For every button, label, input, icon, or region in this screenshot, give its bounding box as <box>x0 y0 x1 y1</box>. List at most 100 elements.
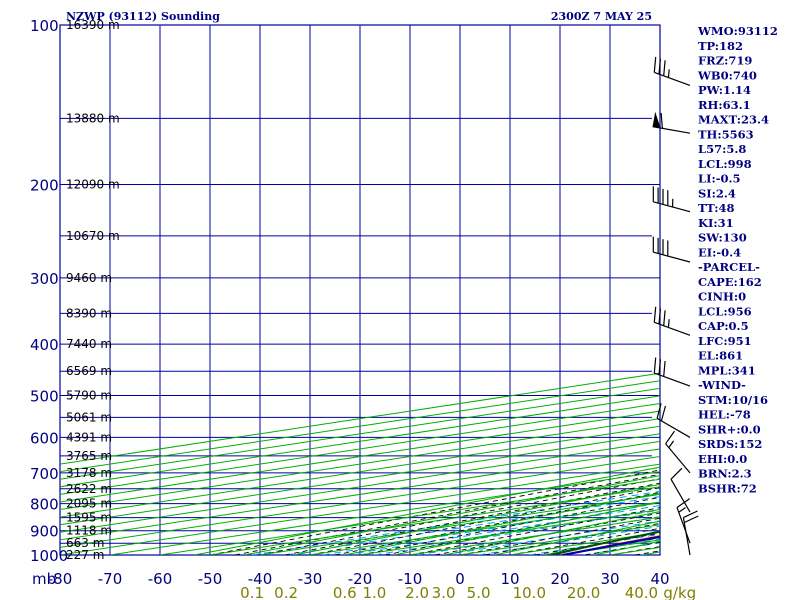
pressure-tick-label: 500 <box>30 388 59 406</box>
temperature-tick-label: 10 <box>500 570 519 588</box>
sounding-index: BRN:2.3 <box>698 467 752 481</box>
isotherm-line <box>60 433 660 526</box>
sounding-index: SRDS:152 <box>698 437 762 451</box>
isotherm-line <box>60 448 660 541</box>
temperature-tick-label: 30 <box>600 570 619 588</box>
height-label: 10670 m <box>66 229 120 243</box>
mixing-ratio-tick-label: 10.0 <box>513 584 546 600</box>
moist-adiabat-line <box>584 541 660 555</box>
sounding-index: LFC:951 <box>698 334 752 348</box>
sounding-index: LCL:956 <box>698 304 752 318</box>
moist-adiabat-line <box>234 473 660 555</box>
pressure-axis: 100 200 300 400 500 600 700 800 900 1000 mb <box>30 17 68 588</box>
temperature-tick-label: -50 <box>198 570 223 588</box>
sounding-index: SI:2.4 <box>698 186 736 200</box>
dry-adiabat-line <box>294 483 660 555</box>
parcel-point <box>694 530 696 532</box>
moist-adiabat-line <box>459 517 660 555</box>
sounding-index: LI:-0.5 <box>698 172 741 186</box>
height-label: 5790 m <box>66 389 112 403</box>
temperature-point <box>690 530 692 532</box>
height-label: 9460 m <box>66 271 112 285</box>
temperature-tick-label: -60 <box>148 570 173 588</box>
wind-barb <box>652 111 691 134</box>
parcel-point <box>561 554 564 555</box>
dry-adiabat-line <box>794 25 800 555</box>
moist-adiabat-line <box>334 491 660 555</box>
sounding-index: KI:31 <box>698 216 734 230</box>
temperature-point <box>768 517 770 519</box>
isotherm-line <box>109 471 660 555</box>
temperature-tick-label: -10 <box>398 570 423 588</box>
wind-barb <box>653 56 691 86</box>
height-label: 7440 m <box>66 337 112 351</box>
sounding-index: WB0:740 <box>697 68 757 82</box>
sounding-index: L57:5.8 <box>698 142 746 156</box>
moist-adiabat-line <box>259 478 660 555</box>
height-label: 8390 m <box>66 306 112 320</box>
sounding-index: EI:-0.4 <box>698 245 741 259</box>
isotherm-line <box>60 372 660 465</box>
sounding-index: CAPE:162 <box>698 275 762 289</box>
height-label: 13880 m <box>66 111 120 125</box>
mixing-ratio-axis: 0.1 0.2 0.6 1.0 2.0 3.0 5.0 10.0 20.0 40.0 g/kg <box>240 584 696 600</box>
mixing-ratio-tick-label: 2.0 <box>405 584 429 600</box>
pressure-tick-label: 100 <box>30 17 59 35</box>
dry-adiabat-line <box>194 466 660 555</box>
sounding-index: WMO:93112 <box>697 24 778 38</box>
temperature-tick-label: -20 <box>348 570 373 588</box>
isotherm-line <box>60 395 660 488</box>
isotherm-line <box>559 539 660 555</box>
pressure-tick-label: 700 <box>30 465 59 483</box>
dry-adiabat-line <box>394 501 660 555</box>
mixing-ratio-tick-label: 1.0 <box>362 584 386 600</box>
isotherm-line <box>760 25 800 555</box>
isotherm-line <box>60 440 660 533</box>
temperature-tick-label: 40 <box>650 570 669 588</box>
height-label: 16390 m <box>66 18 120 32</box>
temperature-tick-label: -70 <box>98 570 123 588</box>
isotherm-line <box>60 402 660 495</box>
height-label: 227 m <box>66 548 104 562</box>
sounding-index: PW:1.14 <box>698 83 751 97</box>
sounding-index: -PARCEL- <box>698 260 760 274</box>
pressure-unit-label: mb <box>32 570 56 588</box>
mixing-ratio-tick-label: 20.0 <box>567 584 600 600</box>
temperature-axis: -80 -70 -60 -50 -40 -30 -20 -10 0 10 20 30 40 <box>48 570 670 588</box>
grid-layer <box>59 24 661 556</box>
sounding-index: TP:182 <box>698 39 743 53</box>
dry-adiabat-line <box>244 475 660 555</box>
height-label: 2622 m <box>66 482 112 496</box>
wind-barb <box>652 236 691 263</box>
dewpoint-point <box>743 517 745 519</box>
isotherm-line <box>60 387 660 480</box>
wind-barbs <box>652 56 699 556</box>
height-label: 1595 m <box>66 511 112 525</box>
sounding-index: CAP:0.5 <box>698 319 749 333</box>
sounding-index: -WIND- <box>698 378 746 392</box>
dry-adiabat-line <box>444 511 660 555</box>
pressure-tick-label: 900 <box>30 523 59 541</box>
mixing-ratio-tick-label: 0.2 <box>274 584 298 600</box>
pressure-tick-label: 200 <box>30 177 59 195</box>
dry-adiabat-line <box>344 492 660 555</box>
height-label: 4391 m <box>66 430 112 444</box>
dry-adiabat-line <box>494 520 660 555</box>
parcel-point <box>624 542 627 544</box>
dewpoint-point <box>550 554 552 555</box>
temperature-tick-label: 0 <box>455 570 465 588</box>
station-title: NZWP (93112) Sounding <box>66 10 220 23</box>
height-label: 2095 m <box>66 497 112 511</box>
sounding-index: EHI:0.0 <box>698 452 747 466</box>
sounding-index: BSHR:72 <box>698 481 757 495</box>
sounding-profiles <box>550 517 770 555</box>
sounding-index: TH:5563 <box>698 127 754 141</box>
sounding-index: EL:861 <box>698 349 743 363</box>
wind-barb <box>670 467 691 513</box>
wind-barb <box>653 357 691 387</box>
sounding-index: SW:130 <box>698 231 747 245</box>
height-label: 1118 m <box>66 524 112 538</box>
isotherm-line <box>60 425 660 518</box>
wind-barb <box>682 510 699 556</box>
